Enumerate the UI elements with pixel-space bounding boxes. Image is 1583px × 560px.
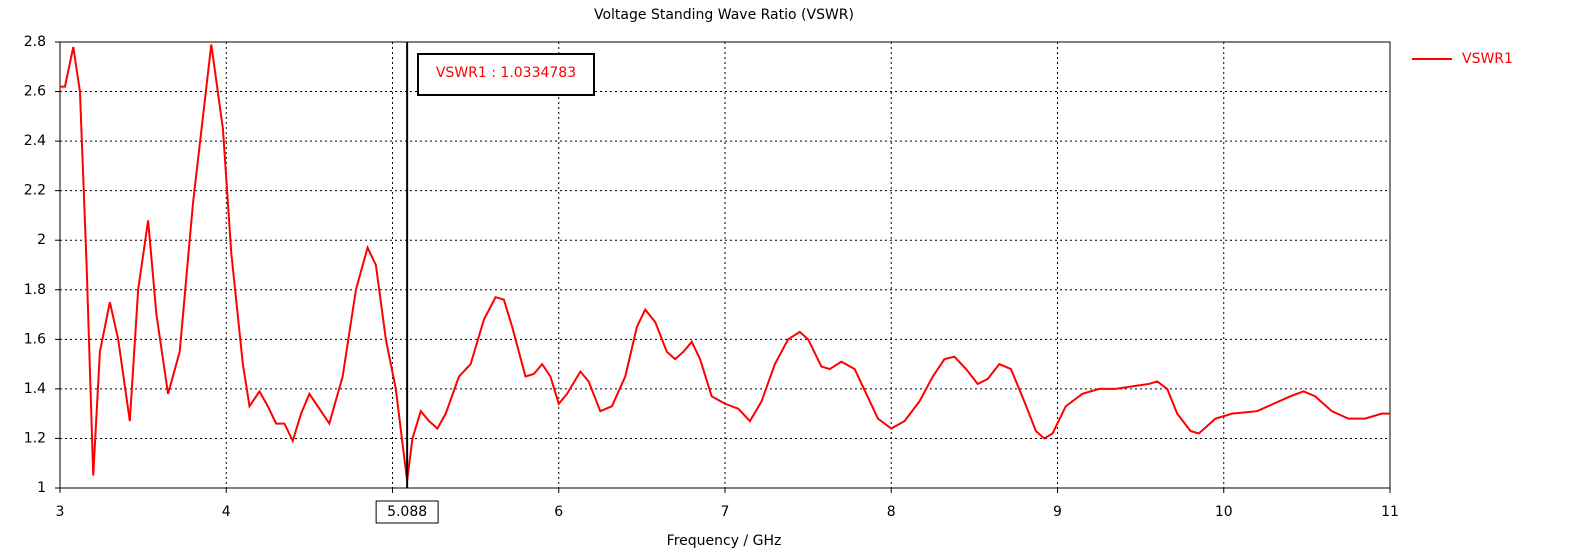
x-tick-label: 4 [222,504,231,520]
y-tick-label: 1.8 [24,282,46,298]
y-tick-label: 1.4 [24,381,46,397]
x-tick-label: 6 [554,504,563,520]
x-tick-label: 9 [1053,504,1062,520]
y-tick-label: 1.6 [24,331,46,347]
chart-title: Voltage Standing Wave Ratio (VSWR) [594,7,854,23]
y-tick-label: 1 [37,480,46,496]
y-tick-label: 2 [37,232,46,248]
y-tick-label: 1.2 [24,430,46,446]
y-tick-label: 2.8 [24,34,46,50]
x-tick-label: 7 [721,504,730,520]
annotation: VSWR1 : 1.0334783 [436,65,576,81]
x-tick-label: 11 [1381,504,1399,520]
plot-border [59,41,1391,489]
legend-label: VSWR1 [1462,51,1513,67]
annotation-box [417,53,595,96]
x-tick-label: 3 [56,504,65,520]
y-tick-label: 2.4 [24,133,46,149]
x-tick-label: 8 [887,504,896,520]
y-tick-label: 2.2 [24,183,46,199]
marker-x-box [375,500,439,524]
x-axis-label: Frequency / GHz [667,533,782,549]
series-line [60,44,1390,481]
x-tick-label: 10 [1215,504,1233,520]
marker-x-label: 5.088 [387,504,427,520]
y-tick-label: 2.6 [24,84,46,100]
